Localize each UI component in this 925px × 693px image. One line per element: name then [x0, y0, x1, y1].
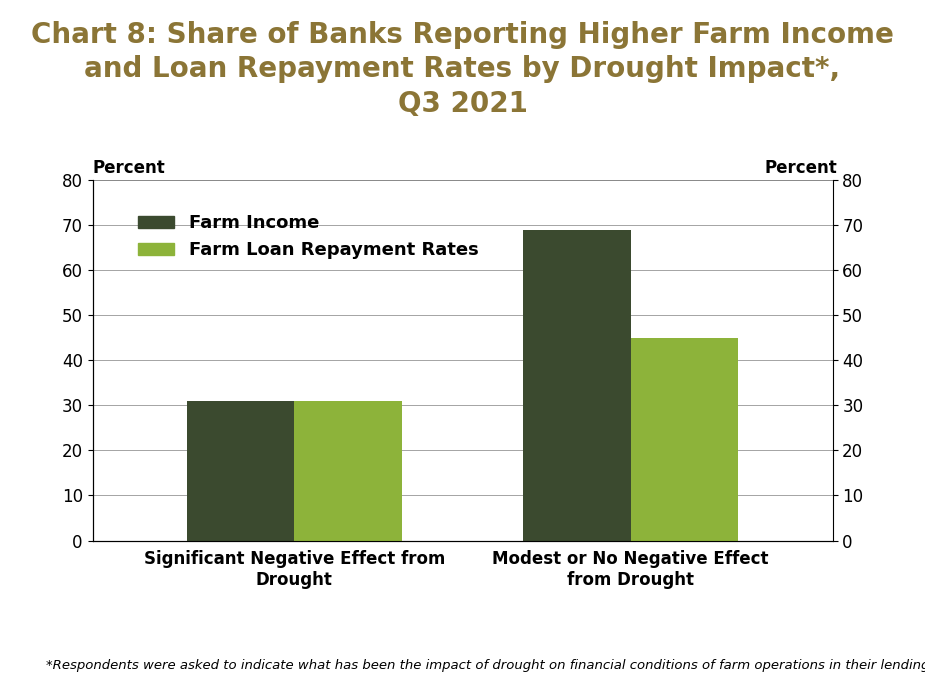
Text: *Respondents were asked to indicate what has been the impact of drought on finan: *Respondents were asked to indicate what…: [46, 659, 925, 672]
Text: Chart 8: Share of Banks Reporting Higher Farm Income
and Loan Repayment Rates by: Chart 8: Share of Banks Reporting Higher…: [31, 21, 894, 118]
Bar: [294, 401, 402, 541]
Bar: [187, 401, 294, 541]
Bar: [523, 230, 631, 541]
Text: Percent: Percent: [764, 159, 837, 177]
Legend: Farm Income, Farm Loan Repayment Rates: Farm Income, Farm Loan Repayment Rates: [131, 207, 486, 267]
Text: Percent: Percent: [92, 159, 166, 177]
Bar: [631, 337, 738, 541]
